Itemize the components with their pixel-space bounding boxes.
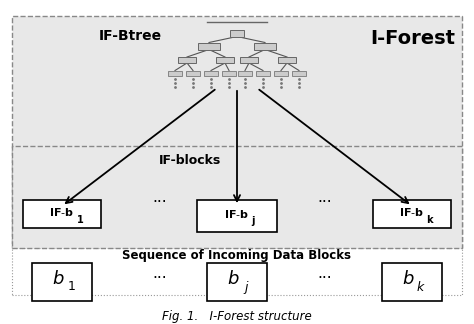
Text: Sequence of Incoming Data Blocks: Sequence of Incoming Data Blocks	[122, 249, 352, 262]
Bar	[23, 200, 101, 228]
Bar	[216, 57, 234, 63]
Bar	[12, 16, 462, 248]
Text: $\mathbf{IF\text{-}b}$: $\mathbf{IF\text{-}b}$	[49, 206, 74, 218]
Text: IF-Btree: IF-Btree	[99, 29, 162, 43]
Text: $b$: $b$	[227, 270, 239, 288]
Text: ...: ...	[153, 190, 167, 204]
Bar	[278, 57, 296, 63]
Bar	[292, 71, 306, 75]
Bar	[197, 200, 277, 232]
Bar	[186, 71, 200, 75]
Bar	[256, 71, 270, 75]
Bar	[230, 29, 244, 37]
Bar	[382, 263, 442, 301]
Text: $\mathbf{k}$: $\mathbf{k}$	[426, 213, 435, 225]
Bar	[12, 146, 462, 248]
Bar	[254, 42, 276, 50]
Bar	[373, 200, 451, 228]
Text: IF-blocks: IF-blocks	[159, 154, 221, 167]
Bar	[178, 57, 196, 63]
Text: ...: ...	[318, 190, 332, 204]
Bar	[204, 71, 218, 75]
Text: $1$: $1$	[67, 281, 75, 294]
Text: ...: ...	[153, 265, 167, 281]
Bar	[240, 57, 258, 63]
Bar	[274, 71, 288, 75]
Text: Fig. 1.   I-Forest structure: Fig. 1. I-Forest structure	[162, 310, 312, 323]
Bar	[238, 71, 252, 75]
Text: $\mathbf{IF\text{-}b}$: $\mathbf{IF\text{-}b}$	[400, 206, 425, 218]
Bar	[198, 42, 220, 50]
Bar	[12, 248, 462, 295]
Bar	[207, 263, 267, 301]
Text: $b$: $b$	[52, 270, 64, 288]
Text: $\mathbf{IF\text{-}b}$: $\mathbf{IF\text{-}b}$	[224, 208, 250, 220]
Text: $k$: $k$	[416, 280, 426, 294]
Bar	[222, 71, 236, 75]
Text: $b$: $b$	[402, 270, 414, 288]
Text: ...: ...	[318, 265, 332, 281]
Text: $\mathbf{j}$: $\mathbf{j}$	[251, 214, 256, 228]
Bar	[32, 263, 92, 301]
Text: I-Forest: I-Forest	[370, 29, 455, 48]
Text: $j$: $j$	[243, 279, 249, 295]
Bar	[168, 71, 182, 75]
Text: $\mathbf{1}$: $\mathbf{1}$	[76, 213, 84, 225]
